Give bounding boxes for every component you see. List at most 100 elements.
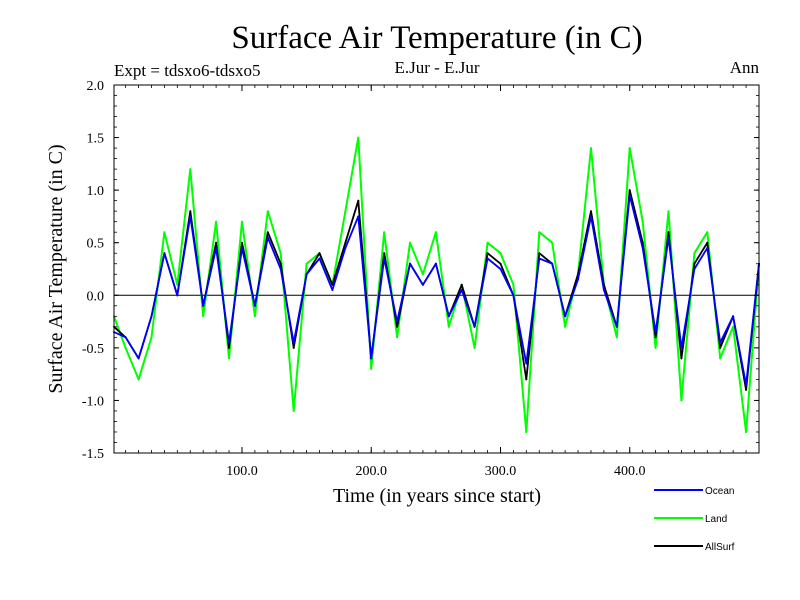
y-tick-label: 0.5 [87,237,105,252]
data-point-land [396,336,399,339]
data-point-allsurf [383,252,386,255]
data-point-land [421,273,424,276]
data-point-land [241,220,243,223]
data-point-land [253,315,256,318]
data-point-land [434,231,437,234]
data-point-allsurf [693,262,696,265]
x-axis-label: Time (in years since start) [333,485,541,507]
data-point-ocean [150,315,153,318]
data-point-land [473,346,476,349]
data-point-ocean [305,273,308,276]
data-point-ocean [292,341,295,344]
data-point-ocean [719,341,722,344]
data-point-land [163,231,166,234]
data-point-ocean [241,247,243,249]
data-point-land [719,357,722,360]
data-point-allsurf [680,357,683,360]
data-point-allsurf [538,252,541,255]
data-point-land [525,431,528,433]
data-point-allsurf [460,283,463,286]
region-label: E.Jur - E.Jur [395,58,480,77]
season-label: Ann [730,58,760,77]
data-point-ocean [680,346,683,349]
data-point-land [150,336,153,339]
data-point-ocean [551,262,554,265]
data-point-land [486,241,489,244]
data-point-land [499,252,502,255]
data-point-allsurf [279,262,282,265]
data-point-ocean [124,336,127,339]
data-point-allsurf [719,346,722,349]
legend-label-allsurf: AllSurf [705,542,735,553]
data-point-land [189,168,192,171]
data-point-land [512,283,515,286]
data-point-allsurf [706,241,709,244]
data-point-allsurf [654,336,657,339]
data-point-land [357,136,360,139]
data-point-land [551,241,554,244]
data-point-ocean [383,257,386,260]
data-point-land [292,409,295,412]
data-point-allsurf [228,346,230,349]
data-point-ocean [447,315,450,318]
data-point-allsurf [499,262,502,265]
x-tick-label: 400.0 [614,464,646,479]
data-point-land [409,241,411,244]
y-tick-label: 1.0 [87,184,105,199]
data-point-land [344,210,347,213]
data-point-ocean [202,304,205,307]
data-point-ocean [641,247,644,249]
data-point-allsurf [241,241,243,244]
chart-title: Surface Air Temperature (in C) [231,20,642,56]
y-tick-label: -1.5 [82,447,104,462]
data-point-ocean [732,315,735,318]
data-point-allsurf [215,241,218,244]
data-point-ocean [538,257,541,260]
x-tick-label: 300.0 [485,464,517,479]
data-point-land [745,431,748,433]
data-point-ocean [434,262,437,265]
data-point-ocean [628,194,631,197]
data-point-land [564,325,567,328]
data-point-land [215,220,218,223]
data-point-land [680,399,683,402]
data-point-ocean [409,262,411,265]
data-point-ocean [654,331,657,334]
data-point-ocean [486,257,489,260]
data-point-land [370,367,373,370]
data-point-land [538,231,541,234]
data-point-allsurf [590,210,592,213]
legend-label-ocean: Ocean [705,486,734,497]
x-tick-label: 100.0 [226,464,258,479]
data-point-land [305,262,308,265]
data-point-allsurf [667,231,670,234]
data-point-ocean [512,294,515,297]
data-point-land [628,147,631,150]
data-point-ocean [357,215,360,218]
data-point-ocean [215,247,218,249]
data-point-land [176,283,179,286]
data-point-land [228,357,230,360]
data-point-land [615,336,618,339]
data-point-allsurf [189,210,192,213]
data-point-ocean [473,325,476,328]
data-point-ocean [137,357,140,360]
data-point-ocean [279,268,282,270]
data-point-allsurf [318,252,321,255]
data-point-land [279,252,282,255]
y-tick-label: 1.5 [87,132,105,147]
data-point-allsurf [357,199,360,202]
data-point-land [124,346,127,349]
data-point-ocean [344,247,347,249]
data-point-ocean [499,268,502,270]
data-point-allsurf [628,189,631,192]
data-point-land [202,315,205,318]
data-point-ocean [602,289,605,291]
experiment-label: Expt = tdsxo6-tdsxo5 [114,61,261,80]
data-point-land [654,346,657,349]
y-axis-label: Surface Air Temperature (in C) [45,144,67,393]
plot-frame [113,84,760,454]
data-point-ocean [266,236,269,239]
data-point-ocean [396,320,399,323]
